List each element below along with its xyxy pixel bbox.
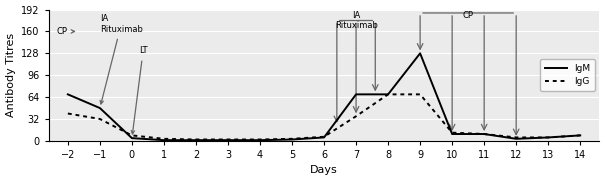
Y-axis label: Antibody Titres: Antibody Titres — [5, 33, 16, 117]
Text: CP: CP — [463, 11, 474, 20]
X-axis label: Days: Days — [310, 165, 338, 175]
Text: CP: CP — [57, 27, 74, 36]
Legend: IgM, IgG: IgM, IgG — [540, 59, 595, 91]
Text: LT: LT — [131, 47, 148, 134]
Text: IA
Rituximab: IA Rituximab — [335, 11, 378, 30]
Text: IA
Rituximab: IA Rituximab — [100, 14, 143, 104]
